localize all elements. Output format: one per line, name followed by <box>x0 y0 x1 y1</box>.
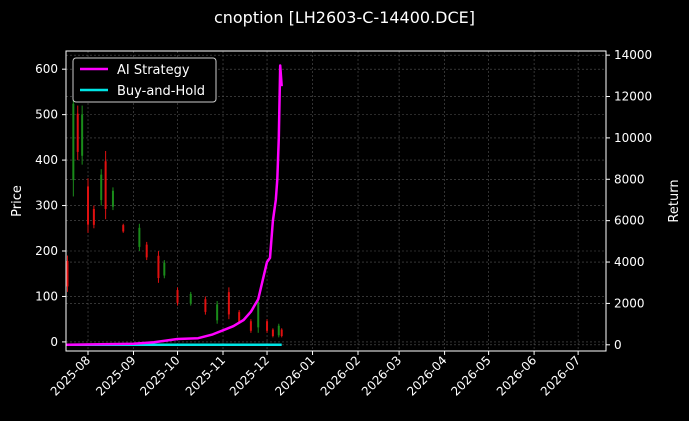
x-tick-label: 2025-10 <box>137 353 182 398</box>
x-tick-label: 2026-07 <box>538 353 583 398</box>
x-tick-label: 2026-04 <box>404 353 449 398</box>
x-tick-label: 2025-08 <box>48 353 93 398</box>
left-tick-label: 100 <box>35 289 58 303</box>
x-tick-label: 2026-03 <box>359 353 404 398</box>
right-tick-label: 2000 <box>614 296 645 310</box>
plot-frame <box>65 50 607 352</box>
right-tick-label: 0 <box>614 338 622 352</box>
x-tick-label: 2026-01 <box>272 353 317 398</box>
right-tick-label: 8000 <box>614 172 645 186</box>
right-tick-label: 14000 <box>614 48 652 62</box>
right-axis-label: Return <box>667 179 682 222</box>
x-tick-label: 2025-11 <box>183 353 228 398</box>
candlesticks <box>66 87 283 338</box>
left-tick-label: 300 <box>35 199 58 213</box>
legend-label-buy-and-hold: Buy-and-Hold <box>117 84 205 99</box>
x-tick-label: 2026-06 <box>494 353 539 398</box>
x-tick-label: 2025-09 <box>93 353 138 398</box>
legend-label-ai-strategy: AI Strategy <box>117 63 190 78</box>
right-tick-label: 10000 <box>614 131 652 145</box>
right-tick-label: 12000 <box>614 90 652 104</box>
left-tick-label: 0 <box>50 335 58 349</box>
left-tick-label: 600 <box>35 62 58 76</box>
x-tick-label: 2025-12 <box>227 353 272 398</box>
series-line <box>65 64 283 347</box>
right-tick-label: 6000 <box>614 214 645 228</box>
right-tick-label: 4000 <box>614 255 645 269</box>
chart-title: cnoption [LH2603-C-14400.DCE] <box>213 8 476 27</box>
left-tick-label: 200 <box>35 244 58 258</box>
return-lines <box>65 64 283 347</box>
right-axis: 0 2000 4000 6000 8000 10000 12000 14000 <box>606 48 652 352</box>
grid-lines <box>66 51 606 351</box>
left-axis-label: Price <box>10 185 25 217</box>
legend-box <box>72 57 217 103</box>
x-tick-label: 2026-02 <box>318 353 363 398</box>
left-tick-label: 500 <box>35 108 58 122</box>
x-tick-label: 2026-05 <box>448 353 493 398</box>
legend: AI Strategy Buy-and-Hold <box>72 57 217 103</box>
left-axis: 0 100 200 300 400 500 600 <box>35 62 66 349</box>
left-tick-label: 400 <box>35 153 58 167</box>
